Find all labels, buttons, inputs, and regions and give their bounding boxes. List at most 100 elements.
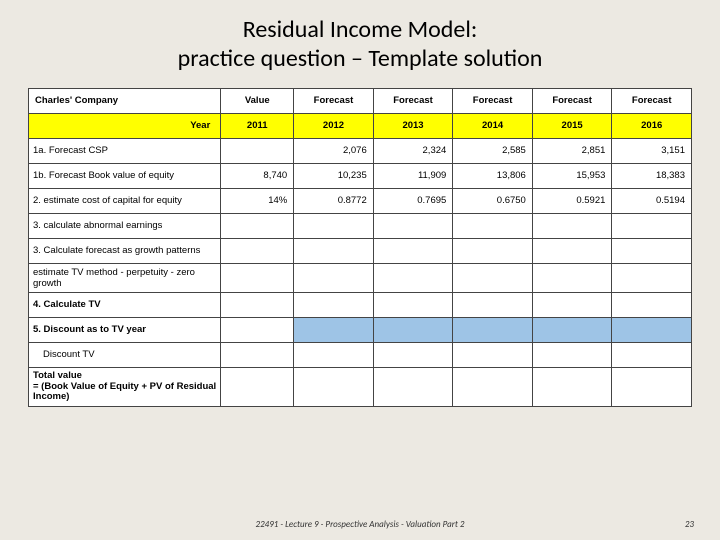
title-line2: practice question – Template solution — [178, 44, 543, 73]
value-cell: 0.6750 — [453, 188, 533, 213]
value-cell — [221, 342, 294, 367]
value-cell — [221, 367, 294, 407]
value-cell — [612, 213, 692, 238]
value-cell — [373, 317, 453, 342]
header-col: Forecast — [532, 88, 612, 113]
table-row: 1a. Forecast CSP 2,0762,3242,5852,8513,15… — [29, 138, 692, 163]
year-cell: 2016 — [612, 113, 692, 138]
value-cell: 11,909 — [373, 163, 453, 188]
value-cell: 18,383 — [612, 163, 692, 188]
row-label: Total value= (Book Value of Equity + PV … — [29, 367, 221, 407]
value-cell — [612, 342, 692, 367]
value-cell — [532, 213, 612, 238]
value-cell — [294, 367, 374, 407]
value-cell — [373, 238, 453, 263]
year-row: Year201120122013201420152016 — [29, 113, 692, 138]
value-cell: 15,953 — [532, 163, 612, 188]
value-cell — [373, 342, 453, 367]
value-cell — [373, 292, 453, 317]
value-cell — [532, 317, 612, 342]
header-col: Forecast — [294, 88, 374, 113]
table-row: 4. Calculate TV — [29, 292, 692, 317]
year-label: Year — [29, 113, 221, 138]
value-cell — [453, 317, 533, 342]
value-cell: 0.7695 — [373, 188, 453, 213]
slide: Residual Income Model: practice question… — [0, 0, 720, 540]
value-cell — [373, 263, 453, 292]
value-cell: 2,585 — [453, 138, 533, 163]
header-col: Forecast — [453, 88, 533, 113]
value-cell: 0.5194 — [612, 188, 692, 213]
value-cell — [453, 263, 533, 292]
table-row: Discount TV — [29, 342, 692, 367]
row-label: 2. estimate cost of capital for equity — [29, 188, 221, 213]
value-cell — [532, 292, 612, 317]
year-cell: 2014 — [453, 113, 533, 138]
value-cell — [221, 263, 294, 292]
header-col: Forecast — [612, 88, 692, 113]
value-cell — [612, 238, 692, 263]
value-cell — [373, 367, 453, 407]
value-cell — [453, 238, 533, 263]
row-label: 5. Discount as to TV year — [29, 317, 221, 342]
row-label: 3. Calculate forecast as growth patterns — [29, 238, 221, 263]
value-cell — [221, 213, 294, 238]
year-cell: 2012 — [294, 113, 374, 138]
value-cell: 3,151 — [612, 138, 692, 163]
value-cell — [532, 263, 612, 292]
year-cell: 2011 — [221, 113, 294, 138]
value-cell — [221, 317, 294, 342]
table-header-row: Charles' CompanyValueForecastForecastFor… — [29, 88, 692, 113]
value-cell: 0.5921 — [532, 188, 612, 213]
year-cell: 2013 — [373, 113, 453, 138]
header-col: Value — [221, 88, 294, 113]
value-cell — [453, 292, 533, 317]
slide-title: Residual Income Model: practice question… — [28, 16, 692, 74]
table-row: estimate TV method - perpetuity - zero g… — [29, 263, 692, 292]
value-cell: 2,851 — [532, 138, 612, 163]
value-cell — [294, 317, 374, 342]
value-cell — [453, 367, 533, 407]
value-cell — [612, 317, 692, 342]
table-row: 5. Discount as to TV year — [29, 317, 692, 342]
value-cell: 0.8772 — [294, 188, 374, 213]
value-cell — [294, 213, 374, 238]
row-label: Discount TV — [29, 342, 221, 367]
row-label: 4. Calculate TV — [29, 292, 221, 317]
row-label: estimate TV method - perpetuity - zero g… — [29, 263, 221, 292]
value-cell — [221, 292, 294, 317]
value-cell — [612, 263, 692, 292]
value-cell: 13,806 — [453, 163, 533, 188]
value-cell — [453, 213, 533, 238]
page-number: 23 — [685, 519, 694, 530]
table-row: 3. calculate abnormal earnings — [29, 213, 692, 238]
value-cell — [612, 367, 692, 407]
table-row: 2. estimate cost of capital for equity14… — [29, 188, 692, 213]
value-cell: 8,740 — [221, 163, 294, 188]
value-cell — [294, 263, 374, 292]
value-cell — [532, 342, 612, 367]
row-label: 3. calculate abnormal earnings — [29, 213, 221, 238]
value-cell — [532, 367, 612, 407]
value-cell — [612, 292, 692, 317]
value-cell: 10,235 — [294, 163, 374, 188]
title-line1: Residual Income Model: — [243, 15, 478, 44]
value-cell — [221, 138, 294, 163]
value-cell — [453, 342, 533, 367]
footer-text: 22491 - Lecture 9 - Prospective Analysis… — [0, 519, 720, 530]
header-col: Forecast — [373, 88, 453, 113]
value-cell — [294, 292, 374, 317]
value-cell — [294, 238, 374, 263]
value-cell — [373, 213, 453, 238]
year-cell: 2015 — [532, 113, 612, 138]
model-table: Charles' CompanyValueForecastForecastFor… — [28, 88, 692, 408]
value-cell: 2,076 — [294, 138, 374, 163]
value-cell — [532, 238, 612, 263]
table-row: Total value= (Book Value of Equity + PV … — [29, 367, 692, 407]
row-label: 1a. Forecast CSP — [29, 138, 221, 163]
table-row: 1b. Forecast Book value of equity8,74010… — [29, 163, 692, 188]
value-cell: 2,324 — [373, 138, 453, 163]
row-label: 1b. Forecast Book value of equity — [29, 163, 221, 188]
value-cell — [294, 342, 374, 367]
value-cell — [221, 238, 294, 263]
